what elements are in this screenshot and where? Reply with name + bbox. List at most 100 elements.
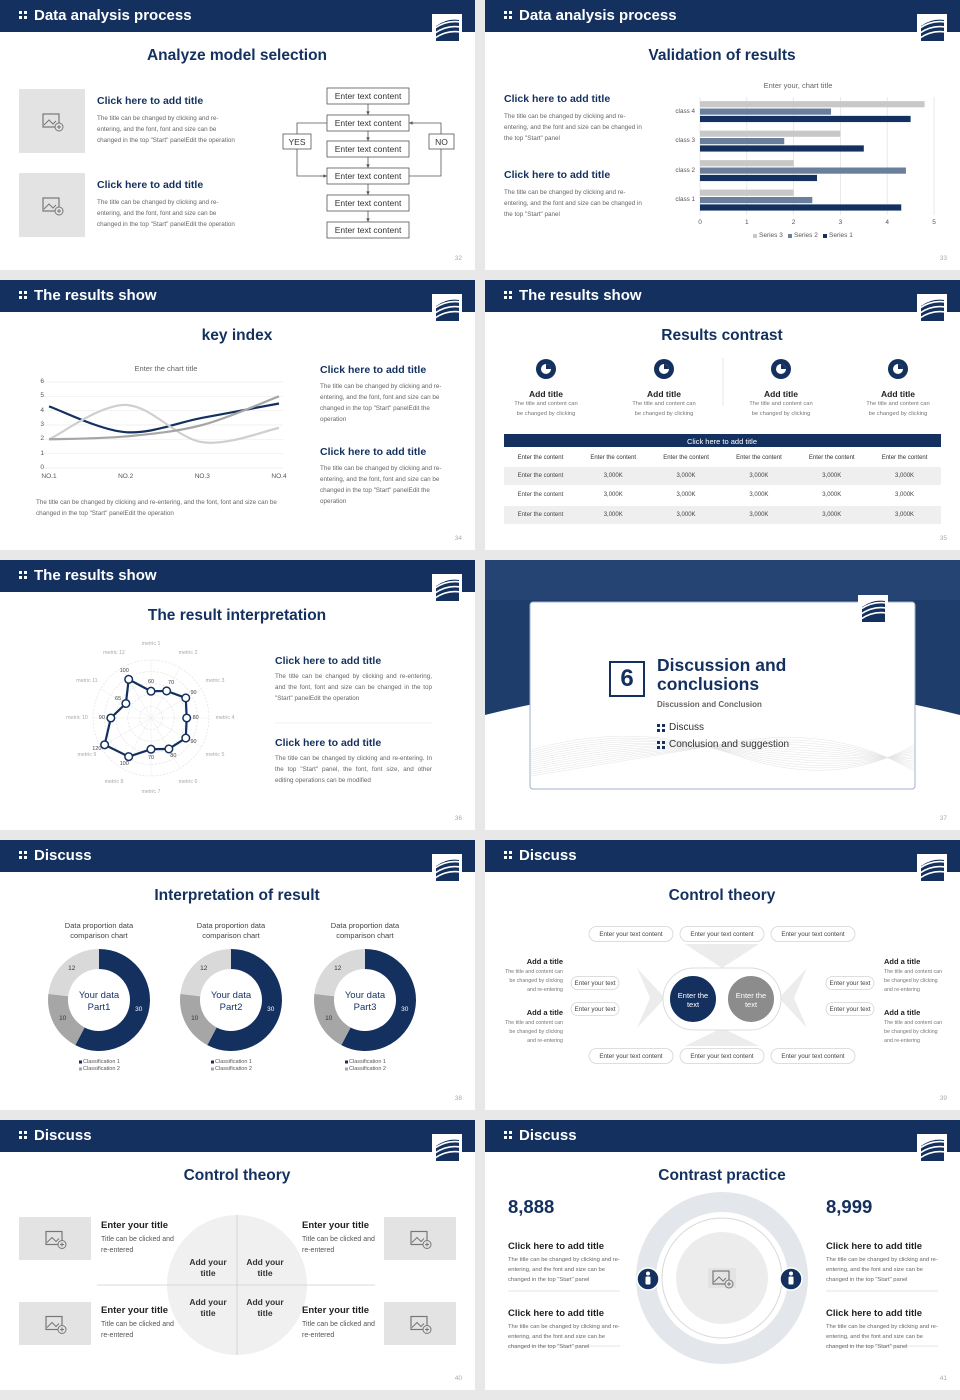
flow-box-label: Enter text content <box>334 198 402 208</box>
image-icon <box>57 125 61 129</box>
pill-label: Enter your text <box>829 1005 871 1013</box>
item-text: Title can be clicked and re-entered <box>302 1236 375 1254</box>
image-icon <box>411 1236 425 1243</box>
table-cell: Enter the content <box>517 472 564 479</box>
section-number: 6 <box>620 665 634 692</box>
page-number: 37 <box>939 815 947 822</box>
bar <box>700 138 785 145</box>
radar-point <box>181 733 191 743</box>
bullet-icon <box>19 296 22 299</box>
item-title: Click here to add title <box>275 655 382 667</box>
axis-label: metric 3 <box>205 677 225 684</box>
slide-title: Control theory <box>668 887 776 904</box>
wave-line <box>530 743 915 771</box>
item-text: The title can be changed by clicking and… <box>97 115 235 145</box>
donut-segment <box>48 993 85 1046</box>
bullet-icon <box>662 746 665 749</box>
bullet-icon <box>19 16 22 19</box>
slide: The results show Results contrast 35 Add ti… <box>485 280 960 550</box>
radar-axis <box>150 717 181 769</box>
bullet-icon <box>657 746 660 749</box>
pill-label: Enter your text <box>829 979 871 987</box>
wave-line <box>530 737 915 777</box>
bullet-icon <box>24 1136 27 1139</box>
x-tick-label: NO.2 <box>118 473 134 480</box>
header-text: The results show <box>34 287 157 304</box>
pill-label: Enter your text content <box>599 930 663 938</box>
person-icon <box>788 1276 794 1285</box>
item-title: Click here to add title <box>504 169 611 181</box>
item-text: The title can be changed by clicking and… <box>320 383 442 424</box>
header-bar <box>485 1120 960 1152</box>
data-label: 12 <box>200 965 208 973</box>
header-text: The results show <box>34 567 157 584</box>
bullet-icon <box>509 11 512 14</box>
image-placeholder <box>19 89 85 153</box>
logo <box>434 20 461 29</box>
page-number: 32 <box>454 255 462 262</box>
slide-title: Analyze model selection <box>146 47 328 64</box>
bullet-icon <box>19 576 22 579</box>
data-label: 12 <box>68 965 76 973</box>
bullet-icon <box>509 296 512 299</box>
data-label: 120 <box>92 745 102 752</box>
header-text: Discuss <box>519 847 577 864</box>
item-text: Title can be clicked and re-entered <box>302 1321 375 1339</box>
quadrant-label: Add your title <box>246 1257 284 1278</box>
donut-center: Your data Part2 <box>210 990 252 1014</box>
item-text: The title can be changed by clicking and… <box>504 189 642 219</box>
legend-swatch <box>211 1060 214 1064</box>
connector <box>416 122 442 134</box>
donut-segment <box>180 949 231 997</box>
logo <box>860 601 887 610</box>
bullet-icon <box>19 291 22 294</box>
item-text: The title can be changed by clicking and… <box>97 199 235 229</box>
bullet-icon <box>509 1131 512 1134</box>
data-label: 30 <box>267 1005 275 1013</box>
table-cell: 3,000K <box>676 511 696 518</box>
donut-segment <box>180 993 217 1046</box>
quadrant-label: Add your title <box>189 1297 227 1318</box>
slide-title: key index <box>201 327 273 344</box>
chart-title: Data proportion data comparison chart <box>330 921 400 940</box>
header-text: Data analysis process <box>34 7 192 24</box>
radar-point <box>124 674 134 684</box>
bullet-icon <box>19 571 22 574</box>
bar <box>700 130 841 137</box>
slide: Data analysis process Validation of resul… <box>485 0 960 270</box>
chevron <box>685 1028 759 1046</box>
wave-line <box>530 745 915 769</box>
legend-label: Series 2 <box>794 232 818 239</box>
bullet-icon <box>24 291 27 294</box>
slide-graphics <box>485 0 960 238</box>
logo <box>434 310 461 319</box>
image-icon <box>46 1236 60 1243</box>
bar <box>700 101 925 108</box>
legend-swatch <box>345 1060 348 1064</box>
axis-label: metric 9 <box>77 751 97 758</box>
axis-label: metric 7 <box>141 788 161 795</box>
y-tick-label: 4 <box>40 406 44 414</box>
arrowhead <box>366 111 370 115</box>
slide: Discuss Control theory 40 Add your title Add… <box>0 1120 475 1390</box>
image-placeholder <box>19 1302 91 1345</box>
table-cell: 3,000K <box>895 511 915 518</box>
axis-label: metric 2 <box>178 650 198 657</box>
connector <box>296 149 322 177</box>
logo <box>919 305 946 314</box>
item-text: The title can be changed by clicking and… <box>504 113 642 143</box>
legend-label: Classification 1 <box>83 1059 120 1065</box>
table-cell: 3,000K <box>822 472 842 479</box>
slide-graphics <box>0 560 475 777</box>
data-label: 65 <box>115 695 122 702</box>
donut-segment <box>75 949 150 1051</box>
slide-title: Interpretation of result <box>154 887 320 904</box>
x-tick-label: NO.3 <box>194 473 210 480</box>
radar-point <box>181 693 191 703</box>
data-label: 10 <box>59 1015 67 1023</box>
circle-node <box>668 974 718 1024</box>
header-bar <box>0 280 475 312</box>
wave-line <box>530 739 915 766</box>
table-cell: 3,000K <box>749 472 769 479</box>
